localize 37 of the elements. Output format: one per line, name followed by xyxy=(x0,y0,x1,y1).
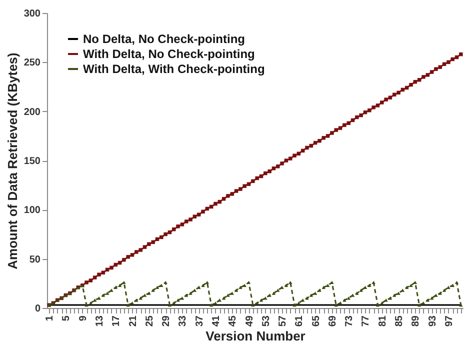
x-tick-label: 85 xyxy=(394,315,406,327)
x-tick-label: 37 xyxy=(194,315,206,327)
y-tick-label: 150 xyxy=(24,156,41,167)
x-tick-label: 17 xyxy=(111,315,122,327)
y-tick-label: 200 xyxy=(24,106,41,118)
x-tick-label: 9 xyxy=(78,315,89,322)
y-axis-title: Amount of Data Retrieved (KBytes) xyxy=(4,52,20,270)
x-tick-label: 65 xyxy=(310,315,322,327)
x-tick-label: 41 xyxy=(210,315,222,327)
x-tick-label: 33 xyxy=(178,315,189,327)
x-tick-label: 93 xyxy=(427,315,438,327)
y-tick-label: 300 xyxy=(24,8,41,20)
x-tick-label: 13 xyxy=(94,315,106,327)
legend-label: No Delta, No Check-pointing xyxy=(83,32,245,46)
x-tick-label: 49 xyxy=(244,315,256,327)
x-tick-label: 61 xyxy=(294,315,306,327)
x-tick-label: 77 xyxy=(360,315,372,327)
legend-label: With Delta, No Check-pointing xyxy=(83,47,255,61)
legend-label: With Delta, With Check-pointing xyxy=(83,62,265,76)
x-tick-label: 73 xyxy=(344,315,356,327)
x-tick-label: 53 xyxy=(260,315,272,327)
x-tick-label: 69 xyxy=(327,315,338,327)
x-tick-label: 21 xyxy=(128,315,139,327)
y-tick-label: 0 xyxy=(34,304,41,314)
x-tick-label: 45 xyxy=(228,315,239,327)
x-tick-label: 57 xyxy=(278,315,289,327)
y-tick-label: 50 xyxy=(29,254,41,266)
y-tick-label: 100 xyxy=(24,205,41,216)
x-tick-label: 29 xyxy=(161,315,172,327)
x-tick-label: 89 xyxy=(410,315,422,327)
x-tick-label: 5 xyxy=(61,315,72,322)
x-tick-label: 81 xyxy=(377,315,388,327)
x-axis-title: Version Number xyxy=(206,328,306,344)
y-tick-label: 250 xyxy=(24,58,41,69)
x-tick-label: 25 xyxy=(144,315,156,327)
x-tick-label: 1 xyxy=(44,315,56,322)
x-tick-label: 97 xyxy=(444,315,455,327)
